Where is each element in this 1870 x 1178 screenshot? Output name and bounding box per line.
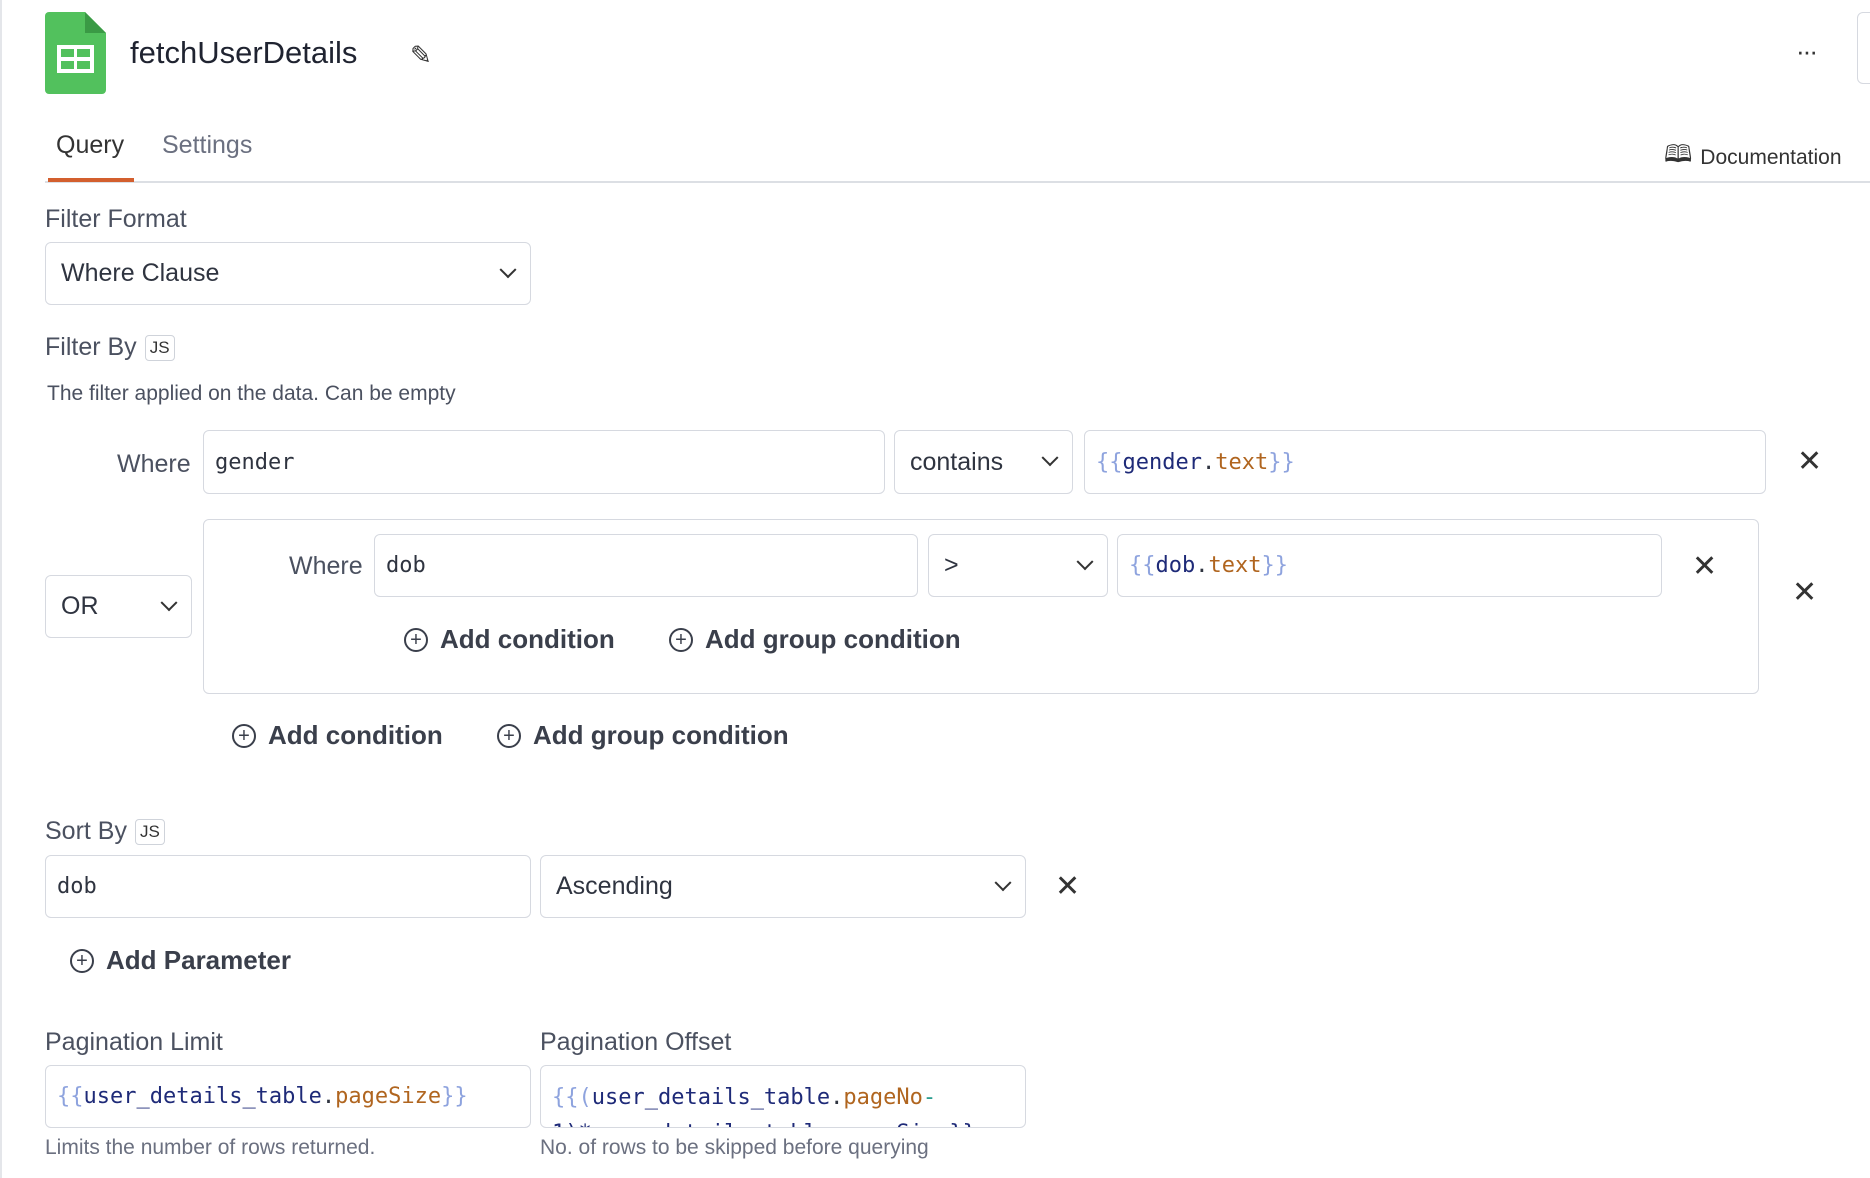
filter-by-description: The filter applied on the data. Can be e… bbox=[47, 382, 456, 405]
chevron-down-icon bbox=[499, 260, 517, 278]
side-panel-edge bbox=[1857, 12, 1870, 84]
pagination-limit-label: Pagination Limit bbox=[45, 1028, 223, 1056]
plus-circle-icon: + bbox=[497, 723, 521, 748]
pagination-offset-help: No. of rows to be skipped before queryin… bbox=[540, 1136, 929, 1159]
google-sheets-icon bbox=[45, 12, 106, 94]
more-options-icon[interactable]: ··· bbox=[1796, 36, 1818, 66]
pagination-limit-input[interactable]: {{user_details_table. pageSize}} bbox=[45, 1065, 531, 1128]
remove-condition-icon[interactable]: ✕ bbox=[1797, 445, 1823, 478]
remove-group-icon[interactable]: ✕ bbox=[1792, 576, 1818, 609]
group-operator-value: OR bbox=[61, 592, 99, 620]
group-add-group-condition-button[interactable]: + Add group condition bbox=[669, 624, 961, 655]
group-condition-value-input[interactable]: {{dob. text}} bbox=[1117, 534, 1662, 597]
operator-value: contains bbox=[910, 447, 1004, 476]
filter-format-label: Filter Format bbox=[45, 205, 187, 233]
group-where-label: Where bbox=[289, 552, 363, 580]
chevron-down-icon bbox=[160, 593, 178, 611]
sort-key-input[interactable]: dob bbox=[45, 855, 531, 918]
remove-sort-icon[interactable]: ✕ bbox=[1055, 870, 1081, 903]
plus-circle-icon: + bbox=[232, 723, 256, 748]
condition-operator-select[interactable]: contains bbox=[894, 430, 1073, 494]
active-tab-indicator bbox=[48, 178, 134, 182]
pagination-offset-label: Pagination Offset bbox=[540, 1028, 732, 1056]
sort-order-value: Ascending bbox=[556, 872, 673, 900]
tab-query[interactable]: Query bbox=[56, 131, 125, 159]
tab-divider bbox=[45, 181, 1870, 183]
filter-format-value: Where Clause bbox=[61, 259, 220, 287]
chevron-down-icon bbox=[1041, 449, 1059, 467]
js-toggle[interactable]: JS bbox=[134, 819, 165, 846]
documentation-link[interactable]: 🕮 Documentation bbox=[1664, 137, 1842, 178]
remove-group-condition-icon[interactable]: ✕ bbox=[1692, 550, 1718, 583]
left-border bbox=[0, 0, 2, 1178]
plus-circle-icon: + bbox=[404, 627, 428, 652]
pagination-offset-input[interactable]: {{(user_details_table.pageNo- 1)*user_de… bbox=[540, 1065, 1026, 1128]
group-condition-key-input[interactable]: dob bbox=[374, 534, 918, 597]
documentation-label: Documentation bbox=[1700, 145, 1842, 169]
query-title: fetchUserDetails bbox=[130, 35, 358, 70]
add-parameter-button[interactable]: + Add Parameter bbox=[70, 945, 291, 976]
add-condition-button[interactable]: + Add condition bbox=[232, 720, 443, 751]
sort-by-text: Sort By bbox=[45, 817, 127, 845]
chevron-down-icon bbox=[994, 873, 1012, 891]
where-label: Where bbox=[117, 450, 191, 478]
js-toggle[interactable]: JS bbox=[144, 335, 175, 362]
operator-value: > bbox=[944, 551, 959, 579]
edit-pencil-icon[interactable]: ✎ bbox=[410, 40, 432, 70]
group-condition-operator-select[interactable]: > bbox=[928, 534, 1108, 597]
chevron-down-icon bbox=[1076, 552, 1094, 570]
plus-circle-icon: + bbox=[70, 948, 94, 973]
filter-by-label: Filter By JS bbox=[45, 333, 175, 362]
plus-circle-icon: + bbox=[669, 627, 693, 652]
add-group-condition-button[interactable]: + Add group condition bbox=[497, 720, 789, 751]
pagination-limit-help: Limits the number of rows returned. bbox=[45, 1136, 376, 1159]
sort-order-select[interactable]: Ascending bbox=[540, 855, 1026, 918]
group-add-condition-button[interactable]: + Add condition bbox=[404, 624, 615, 655]
condition-key-input[interactable]: gender bbox=[203, 430, 885, 494]
filter-by-text: Filter By bbox=[45, 333, 137, 361]
condition-value-input[interactable]: {{gender. text}} bbox=[1084, 430, 1766, 494]
filter-format-select[interactable]: Where Clause bbox=[45, 242, 531, 305]
book-icon: 🕮 bbox=[1664, 141, 1693, 168]
group-operator-select[interactable]: OR bbox=[45, 575, 192, 638]
tab-settings[interactable]: Settings bbox=[162, 131, 253, 159]
sort-by-label: Sort By JS bbox=[45, 817, 165, 846]
